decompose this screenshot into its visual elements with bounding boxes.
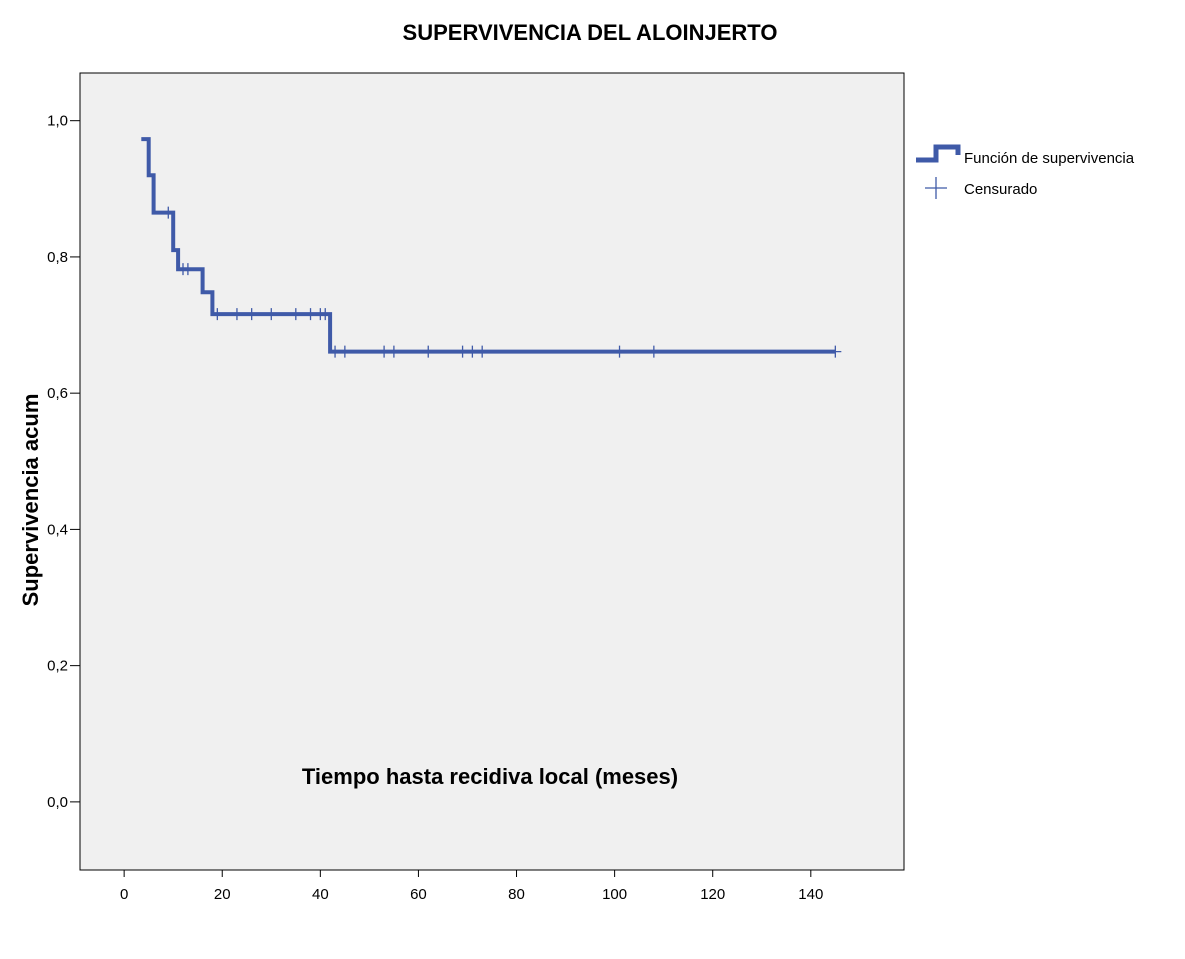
y-tick-label-1: 0,2 — [47, 658, 68, 675]
chart-title: SUPERVIVENCIA DEL ALOINJERTO — [403, 20, 778, 45]
plot-area — [79, 72, 905, 871]
x-tick-label-5: 100 — [602, 886, 627, 903]
censored-mark-2 — [181, 263, 194, 276]
censored-mark-10 — [319, 308, 332, 321]
y-tick-label-4: 0,8 — [47, 249, 68, 266]
x-tick-label-6: 120 — [700, 886, 725, 903]
censored-mark-7 — [289, 308, 302, 321]
x-tick-label-4: 80 — [508, 886, 525, 903]
censored-mark-21 — [829, 345, 842, 358]
legend: Función de supervivencia Censurado — [916, 144, 1135, 199]
y-tick-label-0: 0,0 — [47, 794, 68, 811]
x-tick-label-0: 0 — [120, 886, 128, 903]
x-tick-label-1: 20 — [214, 886, 231, 903]
legend-censored-icon — [925, 177, 947, 199]
legend-label-survival: Función de supervivencia — [964, 150, 1135, 167]
censored-mark-18 — [476, 345, 489, 358]
x-axis: 0 20 40 60 80 100 120 140 — [120, 870, 823, 903]
legend-step-icon — [916, 144, 961, 163]
x-tick-label-2: 40 — [312, 886, 329, 903]
x-tick-label-7: 140 — [798, 886, 823, 903]
censored-mark-0 — [162, 206, 175, 219]
censored-mark-6 — [265, 308, 278, 321]
x-axis-title: Tiempo hasta recidiva local (meses) — [302, 764, 678, 789]
censored-mark-20 — [647, 345, 660, 358]
y-tick-label-2: 0,4 — [47, 521, 68, 538]
x-tick-label-3: 60 — [410, 886, 427, 903]
censored-mark-14 — [387, 345, 400, 358]
y-tick-label-5: 1,0 — [47, 113, 68, 130]
y-axis-title: Supervivencia acum — [18, 394, 43, 607]
censored-mark-4 — [230, 308, 243, 321]
censored-mark-19 — [613, 345, 626, 358]
censored-mark-12 — [338, 345, 351, 358]
censored-mark-15 — [422, 345, 435, 358]
y-axis: 0,0 0,2 0,4 0,6 0,8 1,0 — [47, 113, 80, 811]
y-tick-label-3: 0,6 — [47, 385, 68, 402]
censored-mark-5 — [245, 308, 258, 321]
legend-label-censored: Censurado — [964, 181, 1037, 198]
censored-marks — [162, 206, 842, 358]
censored-mark-3 — [211, 308, 224, 321]
